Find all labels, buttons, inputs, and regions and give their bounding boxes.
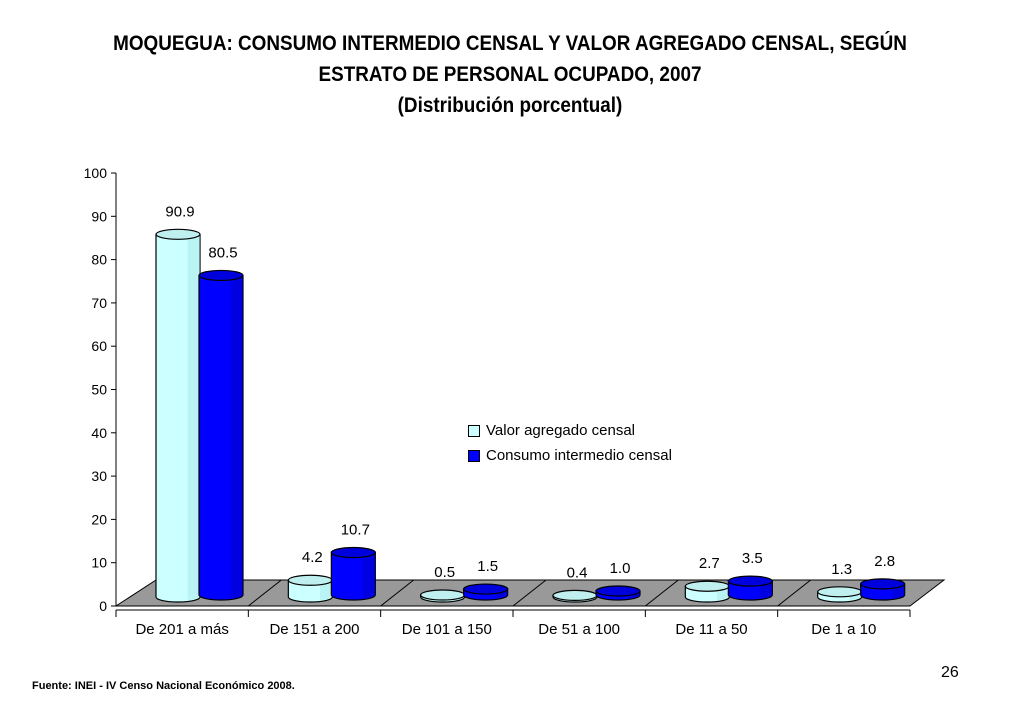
y-tick-label: 100 (84, 165, 108, 181)
legend-swatch-consumo (468, 449, 480, 462)
y-tick-label: 20 (91, 511, 107, 527)
data-label: 2.7 (699, 555, 720, 572)
x-tick-label: De 11 a 50 (675, 621, 747, 638)
y-tick-label: 30 (91, 468, 107, 484)
data-label: 3.5 (742, 550, 763, 567)
bar-valor-3 (552, 589, 598, 603)
chart-legend: Valor agregado censal Consumo intermedio… (468, 418, 672, 468)
x-tick-label: De 51 a 100 (538, 621, 620, 638)
data-label: 0.5 (434, 564, 455, 581)
y-tick-label: 60 (91, 338, 107, 354)
floor-divider (380, 579, 414, 607)
data-label: 4.2 (302, 549, 323, 566)
bar-consumo-2 (463, 583, 509, 601)
floor-divider (512, 579, 547, 607)
legend-label-valor: Valor agregado censal (486, 422, 635, 439)
y-tick-label: 80 (91, 252, 107, 268)
data-label: 0.4 (567, 564, 588, 581)
data-label: 1.0 (610, 560, 631, 577)
title-line-3: (Distribución porcentual) (397, 94, 623, 117)
bar-valor-0 (155, 228, 201, 603)
x-tick-label: De 1 a 10 (811, 621, 876, 638)
bar-consumo-4 (727, 575, 773, 601)
data-label: 1.5 (477, 558, 498, 575)
source-note: Fuente: INEI - IV Censo Nacional Económi… (32, 680, 295, 692)
legend-swatch-valor (468, 424, 480, 437)
floor-divider (645, 579, 679, 607)
y-tick-label: 50 (91, 382, 107, 398)
data-label: 2.8 (874, 553, 895, 570)
y-tick-label: 90 (91, 208, 107, 224)
y-tick-label: 40 (91, 425, 107, 441)
legend-label-consumo: Consumo intermedio censal (486, 447, 672, 464)
floor-divider (777, 579, 811, 607)
floor-divider (248, 579, 282, 607)
x-tick-label: De 151 a 200 (269, 621, 359, 638)
y-tick-label: 10 (91, 555, 107, 571)
page-number: 26 (941, 664, 959, 681)
bar-valor-1 (287, 574, 333, 603)
bar-consumo-0 (198, 269, 244, 601)
legend-item-consumo: Consumo intermedio censal (468, 443, 672, 468)
x-tick-label: De 201 a más (135, 621, 228, 638)
bar-valor-2 (420, 589, 466, 603)
bar-consumo-5 (860, 578, 906, 601)
x-tick-label: De 101 a 150 (402, 621, 492, 638)
bar-valor-5 (817, 586, 863, 603)
chart-title: MOQUEGUA: CONSUMO INTERMEDIO CENSAL Y VA… (51, 28, 969, 121)
bar-consumo-3 (595, 585, 641, 601)
title-line-1: MOQUEGUA: CONSUMO INTERMEDIO CENSAL Y VA… (113, 32, 907, 55)
bar-consumo-1 (330, 546, 376, 601)
data-label: 1.3 (831, 561, 852, 578)
title-line-2: ESTRATO DE PERSONAL OCUPADO, 2007 (318, 63, 702, 86)
data-label: 90.9 (165, 203, 194, 220)
legend-item-valor: Valor agregado censal (468, 418, 672, 443)
data-label: 10.7 (341, 522, 370, 539)
data-label: 80.5 (208, 244, 237, 261)
y-tick-label: 70 (91, 295, 107, 311)
y-tick-label: 0 (99, 598, 107, 614)
bar-valor-4 (684, 580, 730, 603)
